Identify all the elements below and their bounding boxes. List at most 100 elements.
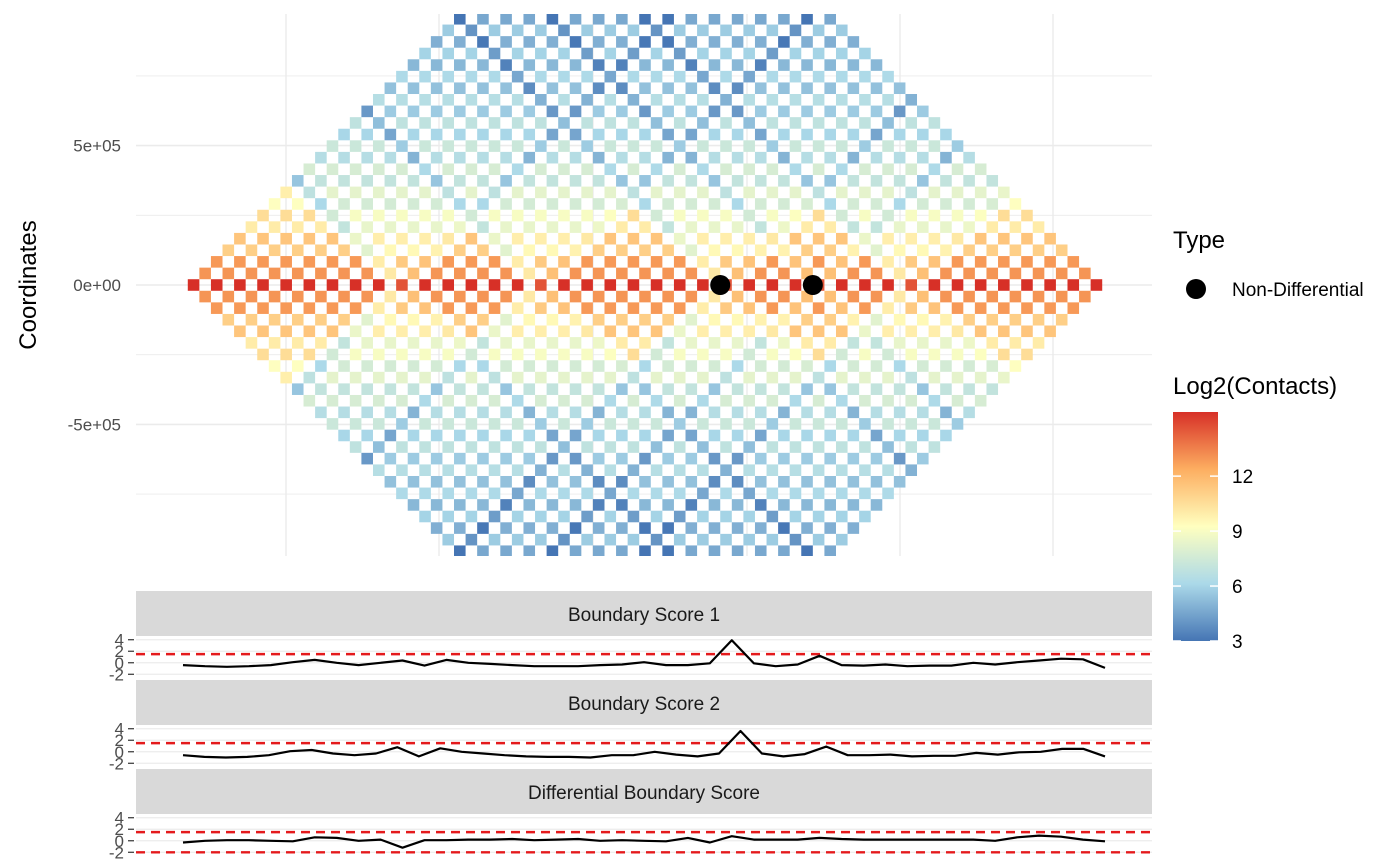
heatmap-cell bbox=[789, 302, 802, 314]
heatmap-cell bbox=[963, 313, 975, 326]
heatmap-cell bbox=[743, 232, 755, 245]
heatmap-cell bbox=[535, 371, 547, 384]
heatmap-cell bbox=[974, 325, 987, 338]
heatmap-cell bbox=[303, 256, 316, 268]
heatmap-cell bbox=[697, 441, 709, 453]
heatmap-cell bbox=[280, 302, 292, 314]
heatmap-cell bbox=[627, 533, 640, 546]
heatmap-cell bbox=[569, 59, 582, 71]
heatmap-cell bbox=[442, 163, 455, 176]
heatmap-cell bbox=[454, 14, 466, 25]
heatmap-cell bbox=[372, 394, 385, 407]
heatmap-cell bbox=[697, 47, 709, 60]
heatmap-cell bbox=[407, 175, 420, 187]
heatmap-cell bbox=[801, 14, 813, 25]
heatmap-cell bbox=[396, 140, 408, 152]
heatmap-cell bbox=[789, 510, 802, 523]
heatmap-cell bbox=[940, 244, 952, 257]
heatmap-cell bbox=[569, 383, 582, 395]
heatmap-cell bbox=[511, 371, 524, 384]
facet-y-tick-label: 0 bbox=[115, 832, 124, 851]
heatmap-cell bbox=[604, 256, 617, 268]
heatmap-cell bbox=[650, 487, 663, 500]
heatmap-cell bbox=[940, 151, 952, 164]
heatmap-cell bbox=[604, 24, 617, 37]
heatmap-cell bbox=[835, 70, 848, 83]
heatmap-cell bbox=[870, 175, 883, 187]
heatmap-cell bbox=[685, 128, 698, 141]
heatmap-cell bbox=[697, 394, 709, 407]
heatmap-cell bbox=[430, 151, 443, 164]
heatmap-cell bbox=[870, 475, 883, 488]
heatmap-cell bbox=[291, 337, 304, 349]
heatmap-cell bbox=[523, 429, 536, 442]
heatmap-cell bbox=[847, 59, 860, 71]
heatmap-cell bbox=[500, 175, 512, 187]
heatmap-cell bbox=[372, 441, 385, 453]
heatmap-cell bbox=[951, 394, 964, 407]
heatmap-cell bbox=[442, 418, 455, 430]
heatmap-cell bbox=[697, 325, 709, 338]
heatmap-cell bbox=[743, 24, 755, 37]
heatmap-cell bbox=[569, 128, 582, 141]
heatmap-cell bbox=[604, 580, 616, 592]
heatmap-cell bbox=[662, 59, 674, 71]
heatmap-cell bbox=[917, 105, 929, 118]
heatmap-cell bbox=[627, 117, 640, 129]
heatmap-cell bbox=[303, 394, 316, 407]
heatmap-cell bbox=[430, 290, 443, 303]
heatmap-cell bbox=[430, 82, 443, 95]
heatmap-cell bbox=[616, 313, 628, 326]
heatmap-cell bbox=[616, 522, 628, 534]
heatmap-cell bbox=[511, 510, 524, 523]
heatmap-cell bbox=[245, 244, 258, 257]
heatmap-cell bbox=[454, 452, 466, 465]
heatmap-cell bbox=[673, 533, 686, 546]
legend-type-key bbox=[1186, 279, 1206, 299]
heatmap-cell bbox=[627, 394, 640, 407]
heatmap-cell bbox=[835, 117, 848, 129]
heatmap-cell bbox=[720, 140, 732, 152]
heatmap-cell bbox=[396, 441, 408, 453]
heatmap-cell bbox=[801, 429, 813, 442]
facet-y-tick-label: 2 bbox=[115, 820, 124, 839]
heatmap-cell bbox=[650, 94, 663, 106]
facet-y-tick-label: 2 bbox=[115, 642, 124, 661]
heatmap-cell bbox=[535, 348, 547, 361]
heatmap-cell bbox=[592, 406, 605, 419]
heatmap-cell bbox=[685, 290, 698, 303]
heatmap-cell bbox=[847, 499, 860, 511]
heatmap-cell bbox=[835, 163, 848, 176]
heatmap-cell bbox=[893, 105, 906, 118]
heatmap-cell bbox=[488, 418, 501, 430]
heatmap-cell bbox=[430, 360, 443, 372]
heatmap-cell bbox=[662, 267, 674, 280]
heatmap-cell bbox=[870, 452, 883, 465]
heatmap-cell bbox=[974, 232, 987, 245]
heatmap-cell bbox=[454, 499, 466, 511]
heatmap-cell bbox=[604, 325, 617, 338]
heatmap-cell bbox=[326, 325, 339, 338]
heatmap-cell bbox=[905, 464, 918, 476]
heatmap-cell bbox=[396, 418, 408, 430]
heatmap-cell bbox=[616, 175, 628, 187]
heatmap-cell bbox=[882, 70, 894, 83]
heatmap-cell bbox=[454, 82, 466, 95]
heatmap-cell bbox=[917, 313, 929, 326]
heatmap-cell bbox=[535, 94, 547, 106]
heatmap-cell bbox=[535, 557, 547, 569]
heatmap-cell bbox=[465, 325, 478, 338]
heatmap-cell bbox=[847, 522, 860, 534]
heatmap-cell bbox=[847, 475, 860, 488]
heatmap-cell bbox=[465, 186, 478, 199]
heatmap-cell bbox=[384, 290, 397, 303]
heatmap-cell bbox=[500, 569, 512, 581]
heatmap-cell bbox=[558, 394, 570, 407]
heatmap-cell bbox=[801, 522, 813, 534]
heatmap-cell bbox=[697, 580, 709, 592]
heatmap-cell bbox=[697, 371, 709, 384]
heatmap-cell bbox=[835, 279, 848, 291]
heatmap-cell bbox=[338, 406, 350, 419]
heatmap-cell bbox=[673, 163, 686, 176]
heatmap-cell bbox=[650, 441, 663, 453]
